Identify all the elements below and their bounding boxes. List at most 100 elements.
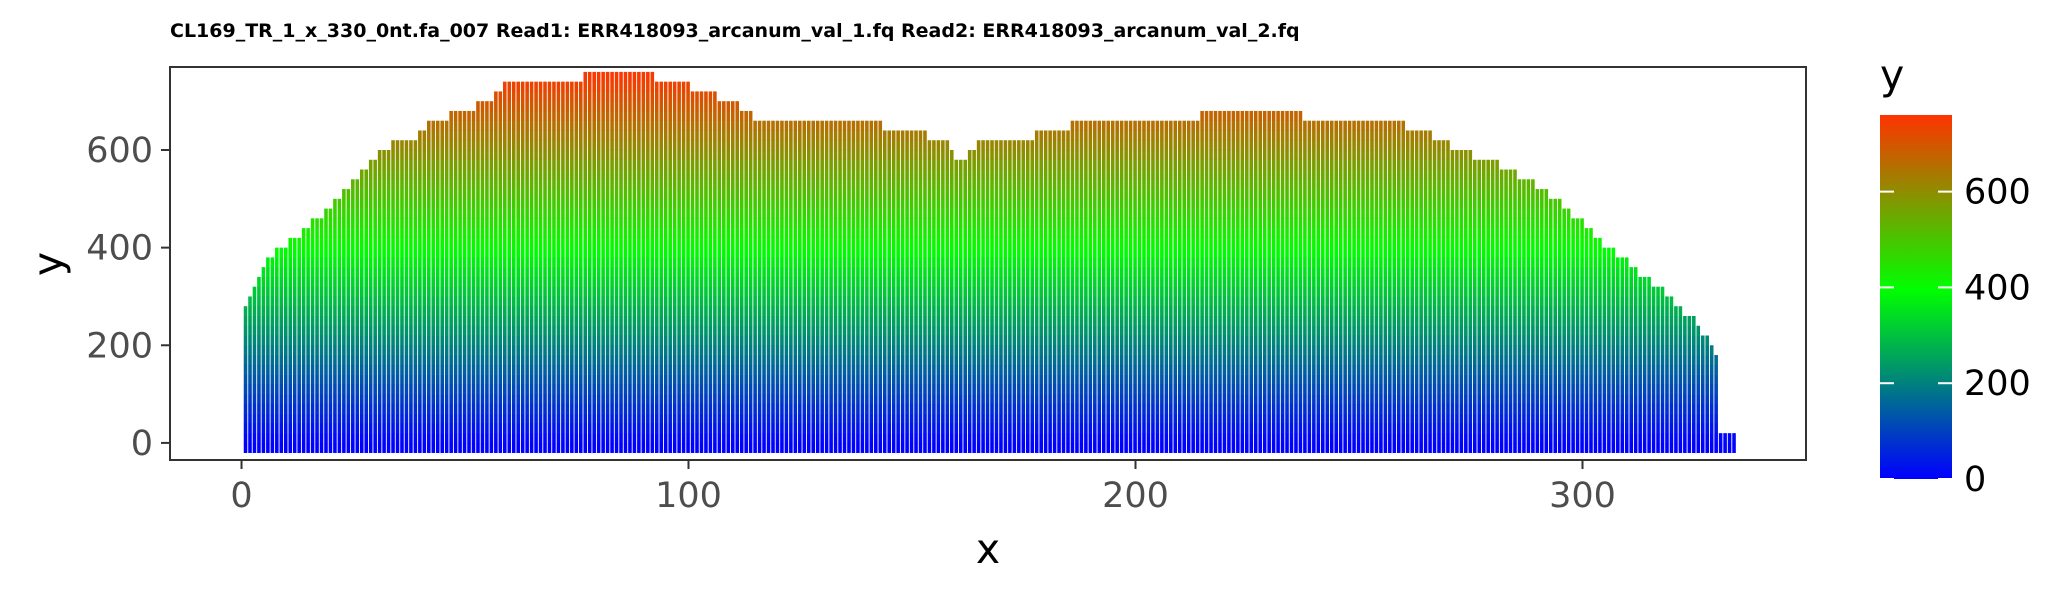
coverage-bar xyxy=(570,81,574,453)
coverage-bar xyxy=(1195,120,1200,453)
coverage-bar xyxy=(1616,257,1620,453)
coverage-bar xyxy=(824,120,829,453)
coverage-bar xyxy=(587,71,592,453)
coverage-bar xyxy=(1043,130,1048,453)
coverage-bar xyxy=(1611,247,1616,453)
coverage-bar xyxy=(1356,120,1361,453)
coverage-bar xyxy=(1517,179,1522,453)
coverage-bar xyxy=(739,110,744,453)
coverage-bar xyxy=(1397,120,1401,453)
coverage-bar xyxy=(1557,198,1562,453)
coverage-bar xyxy=(1365,120,1370,453)
coverage-bar xyxy=(1329,120,1334,453)
coverage-bar xyxy=(1544,189,1549,453)
coverage-bar xyxy=(1164,120,1169,453)
coverage-bar xyxy=(1428,130,1432,453)
coverage-bar xyxy=(1142,120,1146,453)
coverage-bar xyxy=(637,71,641,453)
coverage-bar xyxy=(941,140,945,453)
x-tick-label: 0 xyxy=(230,476,252,516)
coverage-bar xyxy=(784,120,789,453)
coverage-bar xyxy=(771,120,775,453)
coverage-bar xyxy=(382,149,386,453)
coverage-bar xyxy=(1124,120,1128,453)
coverage-bar xyxy=(1464,149,1468,453)
bar-series xyxy=(243,71,1736,453)
coverage-bar xyxy=(373,159,377,453)
coverage-bar xyxy=(1338,120,1343,453)
coverage-bar xyxy=(1486,159,1490,453)
coverage-bar xyxy=(498,91,503,453)
coverage-bar xyxy=(1419,130,1423,453)
coverage-bar xyxy=(659,81,664,453)
coverage-bar xyxy=(1088,120,1093,453)
coverage-bar xyxy=(882,130,887,453)
coverage-bar xyxy=(444,120,449,453)
coverage-bar xyxy=(1468,149,1473,453)
y-tick-label: 400 xyxy=(86,229,153,269)
coverage-bar xyxy=(1647,276,1651,453)
coverage-bar xyxy=(1057,130,1061,453)
chart-title: CL169_TR_1_x_330_0nt.fa_007 Read1: ERR41… xyxy=(170,20,1300,42)
coverage-bar xyxy=(480,101,485,453)
coverage-bar xyxy=(243,306,248,453)
coverage-bar xyxy=(1312,120,1316,453)
coverage-bar xyxy=(1245,110,1249,453)
coverage-bar xyxy=(1361,120,1365,453)
coverage-bar xyxy=(310,218,315,453)
coverage-bar xyxy=(1526,179,1531,453)
coverage-bar xyxy=(820,120,824,453)
coverage-bar xyxy=(1495,159,1499,453)
coverage-bar xyxy=(319,218,324,453)
coverage-bar xyxy=(1137,120,1142,453)
coverage-bar xyxy=(1115,120,1119,453)
coverage-bar xyxy=(1240,110,1245,453)
coverage-bar xyxy=(717,101,722,453)
coverage-bar xyxy=(1034,130,1039,453)
coverage-bar xyxy=(699,91,704,453)
coverage-bar xyxy=(748,110,753,453)
coverage-bar xyxy=(833,120,838,453)
coverage-bar xyxy=(252,286,257,453)
coverage-bar xyxy=(1025,140,1030,453)
coverage-bar xyxy=(1249,110,1254,453)
coverage-bar xyxy=(1008,140,1012,453)
coverage-bar xyxy=(520,81,525,453)
coverage-bar xyxy=(1191,120,1195,453)
coverage-bar xyxy=(1459,149,1464,453)
coverage-bar xyxy=(614,71,619,453)
x-tick-label: 200 xyxy=(1102,476,1169,516)
coverage-bar xyxy=(690,91,695,453)
coverage-bar xyxy=(994,140,999,453)
y-tick-label: 200 xyxy=(86,326,153,366)
coverage-bar xyxy=(1133,120,1137,453)
coverage-bar xyxy=(704,91,708,453)
coverage-bar xyxy=(1352,120,1356,453)
coverage-bar xyxy=(288,237,293,453)
coverage-bar xyxy=(628,71,632,453)
coverage-bar xyxy=(511,81,516,453)
coverage-bar xyxy=(592,71,596,453)
coverage-bar xyxy=(610,71,614,453)
coverage-bar xyxy=(494,91,498,453)
coverage-bar xyxy=(1553,198,1558,453)
coverage-bar xyxy=(1280,110,1285,453)
coverage-bar xyxy=(677,81,681,453)
coverage-bar xyxy=(1414,130,1419,453)
coverage-bar xyxy=(874,120,878,453)
coverage-bar xyxy=(583,71,588,453)
coverage-bar xyxy=(632,71,637,453)
coverage-bar xyxy=(315,218,319,453)
coverage-bar xyxy=(1155,120,1160,453)
coverage-bar xyxy=(1169,120,1173,453)
coverage-bar xyxy=(1629,267,1634,453)
coverage-bar xyxy=(1696,325,1701,453)
coverage-bar xyxy=(462,110,467,453)
coverage-bar xyxy=(869,120,874,453)
coverage-bar xyxy=(865,120,869,453)
coverage-bar xyxy=(266,257,270,453)
coverage-bar xyxy=(1285,110,1289,453)
coverage-bar xyxy=(1405,130,1410,453)
legend-label: 0 xyxy=(1964,460,1986,500)
coverage-bar xyxy=(1423,130,1428,453)
